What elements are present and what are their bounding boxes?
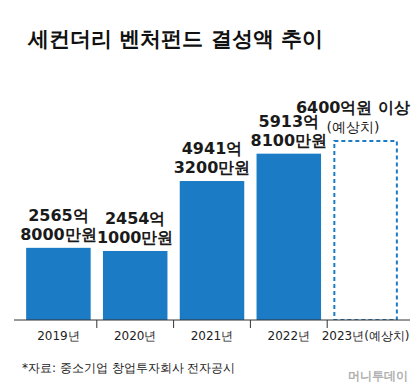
data-label-line: 2454억 — [105, 209, 166, 228]
data-label-line: 4941억 — [182, 139, 243, 158]
data-label-line: 2565억 — [28, 206, 89, 225]
category-separator — [327, 320, 328, 328]
data-label-line: 6400억원 이상 — [296, 98, 410, 117]
category-label: 2022년 — [268, 329, 311, 343]
data-label: 6400억원 이상 (예상치) — [296, 98, 410, 135]
data-label-line: 3200만원 — [174, 158, 251, 177]
source: *자료: 중소기업 창업투자회사 전자공시 — [22, 361, 236, 375]
title: 세컨더리 벤처펀드 결성액 추이 — [27, 27, 323, 51]
category-label: 2020년 — [114, 329, 157, 343]
credit: 머니투데이 — [348, 369, 408, 383]
category-label: 2023년(예상치) — [322, 329, 410, 343]
bar — [334, 141, 397, 320]
data-label: 2454억1000만원 — [97, 209, 174, 247]
baseline — [14, 320, 410, 321]
data-label: 5913억8100만원 — [251, 112, 328, 150]
bar — [26, 248, 91, 320]
bar — [180, 181, 245, 320]
data-label-line: 1000만원 — [97, 228, 174, 247]
category-label: 2021년 — [191, 329, 234, 343]
data-label: 4941억3200만원 — [174, 139, 251, 177]
chart: 세컨더리 벤처펀드 결성액 추이 2019년 2020년 2021년 2022년 2023… — [0, 0, 414, 388]
data-label-line: 8000만원 — [20, 225, 97, 244]
category-separator — [173, 320, 174, 328]
bar — [103, 251, 168, 320]
category-separator — [250, 320, 251, 328]
data-label-line: (예상치) — [326, 119, 379, 135]
category-separator — [96, 320, 97, 328]
data-label-line: 8100만원 — [251, 131, 328, 150]
bar — [257, 154, 322, 320]
category-label: 2019년 — [37, 329, 80, 343]
data-label: 2565억8000만원 — [20, 206, 97, 244]
